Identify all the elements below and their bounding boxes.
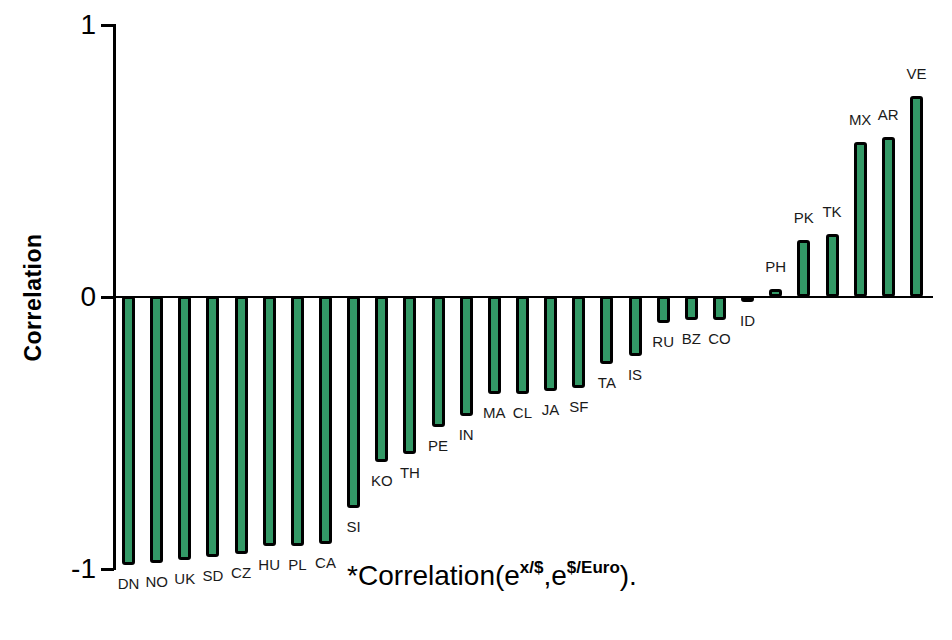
bar-ko	[375, 296, 388, 462]
caption-superscript-2: $/Euro	[567, 558, 620, 577]
bar-label-ta: TA	[598, 375, 616, 392]
bar-is	[629, 296, 642, 356]
bar-ma	[488, 296, 501, 394]
bar-label-co: CO	[708, 331, 731, 348]
bar-ja	[544, 296, 557, 391]
bar-co	[713, 296, 726, 320]
bar-ta	[600, 296, 613, 364]
bar-ve	[910, 96, 923, 297]
bar-label-th: TH	[400, 465, 420, 482]
y-tick-label: -1	[48, 555, 96, 583]
bar-label-in: IN	[459, 427, 474, 444]
bar-pe	[432, 296, 445, 427]
bar-label-dn: DN	[118, 576, 140, 593]
caption-superscript-1: x/$	[520, 558, 544, 577]
y-tick-label: 1	[48, 11, 96, 39]
bar-label-pk: PK	[794, 210, 814, 227]
bar-label-si: SI	[347, 519, 361, 536]
bar-label-uk: UK	[174, 571, 195, 588]
y-tick-mark	[101, 24, 114, 27]
caption-text-mid: ,e	[544, 560, 567, 591]
bar-dn	[122, 296, 135, 565]
bar-label-pl: PL	[288, 557, 306, 574]
bar-label-sf: SF	[569, 399, 588, 416]
bar-hu	[263, 296, 276, 546]
bar-label-is: IS	[628, 367, 642, 384]
bar-id	[741, 296, 754, 302]
correlation-bar-chart: Correlation 1 0 -1 DN NO UK SD CZ HU PL CA SI KO TH P…	[0, 0, 952, 640]
bar-label-sd: SD	[202, 568, 223, 585]
bar-label-pe: PE	[428, 438, 448, 455]
bar-label-ar: AR	[878, 107, 899, 124]
bar-label-ja: JA	[542, 402, 560, 419]
bar-label-ma: MA	[483, 405, 506, 422]
bar-label-tk: TK	[822, 204, 841, 221]
bar-sf	[572, 296, 585, 388]
bar-label-ko: KO	[371, 473, 393, 490]
caption-text-prefix: *Correlation(e	[347, 560, 520, 591]
bar-ca	[319, 296, 332, 544]
bar-label-cl: CL	[513, 405, 532, 422]
bar-tk	[826, 234, 839, 297]
bar-no	[150, 296, 163, 563]
bar-ru	[657, 296, 670, 323]
bar-label-ph: PH	[765, 259, 786, 276]
x-axis-caption: *Correlation(ex/$,e$/Euro).	[347, 560, 637, 592]
bar-label-no: NO	[145, 574, 168, 591]
bar-si	[347, 296, 360, 508]
y-tick-mark	[101, 296, 114, 299]
bar-uk	[178, 296, 191, 560]
bar-sd	[206, 296, 219, 557]
bar-label-ca: CA	[315, 555, 336, 572]
caption-text-suffix: ).	[620, 560, 637, 591]
bar-ph	[769, 289, 782, 297]
bar-pl	[291, 296, 304, 546]
bar-cl	[516, 296, 529, 394]
bar-label-mx: MX	[849, 112, 872, 129]
bar-label-bz: BZ	[682, 331, 701, 348]
bar-label-id: ID	[740, 313, 755, 330]
bar-bz	[685, 296, 698, 320]
bar-pk	[797, 240, 810, 297]
bar-th	[403, 296, 416, 454]
bar-in	[460, 296, 473, 416]
bar-cz	[235, 296, 248, 554]
bar-label-cz: CZ	[231, 565, 251, 582]
y-tick-label: 0	[48, 283, 96, 311]
y-tick-mark	[101, 568, 114, 571]
bar-ar	[882, 137, 895, 297]
y-axis-title: Correlation	[20, 223, 47, 373]
bar-mx	[854, 142, 867, 297]
bar-label-ru: RU	[652, 334, 674, 351]
bar-label-hu: HU	[258, 557, 280, 574]
bar-label-ve: VE	[906, 66, 926, 83]
